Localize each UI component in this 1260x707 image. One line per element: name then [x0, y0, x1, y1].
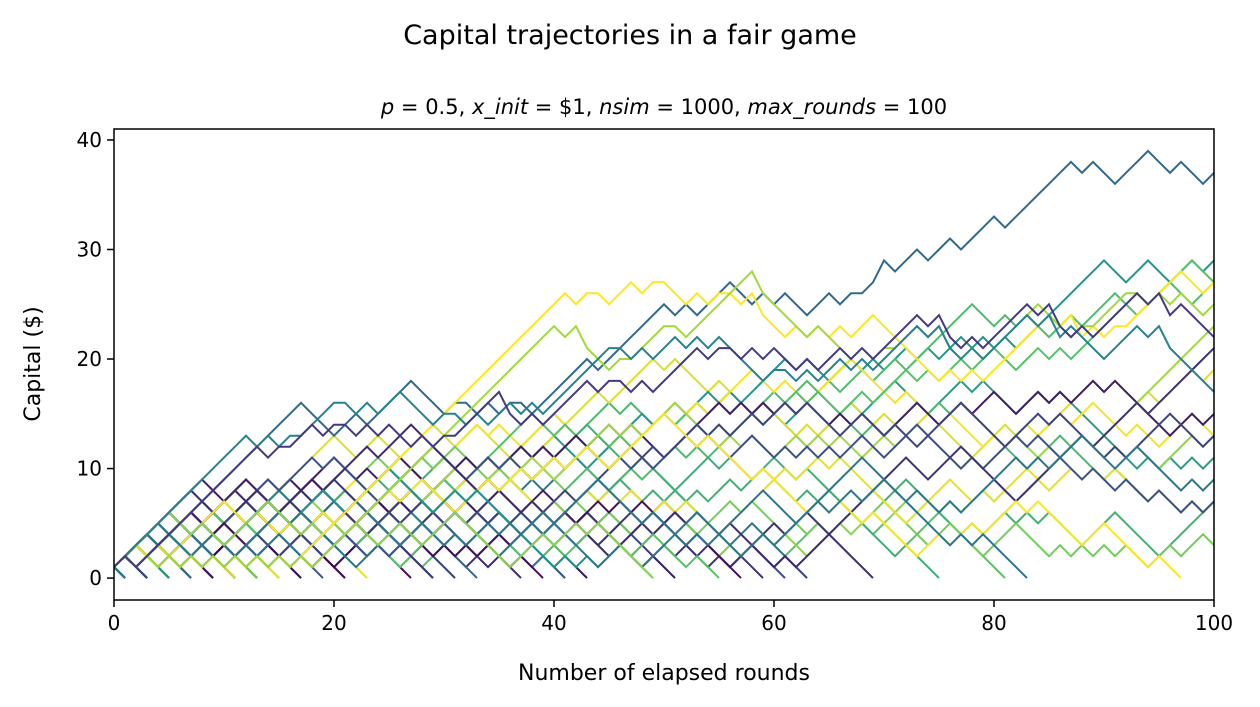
y-tick-label: 30	[77, 237, 102, 261]
highlight-series-line	[114, 291, 1214, 569]
subtitle-part: = 100	[876, 95, 947, 119]
x-tick-label: 40	[541, 611, 566, 635]
series-line	[114, 434, 1214, 569]
x-axis-label: Number of elapsed rounds	[518, 661, 810, 686]
subtitle-part: p	[380, 95, 394, 119]
x-tick-label: 20	[321, 611, 346, 635]
series-line	[114, 456, 1028, 579]
series-line	[114, 499, 742, 579]
x-tick-label: 80	[981, 611, 1006, 635]
x-tick-label: 60	[761, 611, 786, 635]
highlight-series-line	[114, 269, 1214, 569]
chart-subtitle: p = 0.5, x_init = $1, nsim = 1000, max_r…	[380, 95, 947, 120]
subtitle-part: = 0.5,	[394, 95, 472, 119]
y-tick-label: 10	[77, 457, 102, 481]
y-tick-label: 40	[77, 128, 102, 152]
subtitle-part: nsim	[599, 95, 650, 119]
plot-frame	[113, 128, 1215, 601]
y-axis: 0 10 20 30 40	[77, 128, 114, 590]
x-tick-label: 100	[1195, 611, 1233, 635]
series-line	[114, 401, 1214, 569]
y-tick-label: 0	[89, 566, 102, 590]
chart-title: Capital trajectories in a fair game	[403, 20, 857, 51]
highlight-series-line	[114, 149, 1214, 569]
subtitle-part: max_rounds	[747, 95, 876, 120]
series-line	[114, 499, 654, 579]
subtitle-part: = 1000,	[650, 95, 748, 119]
series-line	[114, 566, 126, 579]
subtitle-part: = $1,	[528, 95, 599, 119]
y-tick-label: 20	[77, 347, 102, 371]
y-axis-label: Capital ($)	[21, 306, 46, 421]
x-axis: 0 20 40 60 80 100	[108, 600, 1233, 635]
x-tick-label: 0	[108, 611, 121, 635]
series-layer	[114, 149, 1214, 579]
subtitle-part: x_init	[471, 95, 529, 120]
highlight-series-line	[114, 313, 1214, 568]
